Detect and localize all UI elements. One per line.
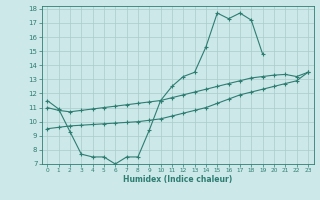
X-axis label: Humidex (Indice chaleur): Humidex (Indice chaleur): [123, 175, 232, 184]
